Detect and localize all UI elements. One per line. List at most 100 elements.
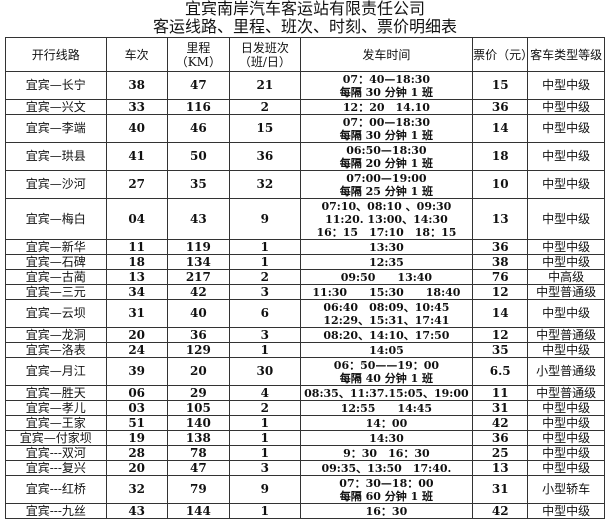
bus-type-cell: 中型普通级	[527, 385, 605, 401]
route-cell: 宜宾---双河	[5, 445, 107, 461]
departure-time-line: 每隔 30 分钟 1 班	[339, 128, 434, 142]
departure-time-cell: 06:50—18:30 每隔 20 分钟 1 班	[299, 142, 474, 171]
route-cell: 宜宾—付家坝	[5, 430, 107, 446]
route-cell: 宜宾—石碑	[5, 254, 107, 270]
distance-cell: 105	[166, 400, 231, 416]
departure-time-cell: 14:30	[299, 430, 474, 446]
table-row: 宜宾---双河 28 78 1 9：30 16：30 25 中型中级	[5, 445, 605, 461]
bus-no-cell: 31	[105, 299, 168, 328]
departure-time-line: 每隔 40 分钟 1 班	[339, 371, 434, 385]
departure-time-line: 07：40—18:30	[342, 72, 431, 86]
departure-time-cell: 12:35	[299, 254, 474, 270]
price-cell: 36	[472, 430, 529, 446]
bus-no-cell: 11	[105, 239, 168, 255]
departure-time-line: 13:30	[369, 240, 404, 254]
daily-trips-cell: 36	[229, 142, 301, 171]
price-cell: 35	[472, 342, 529, 358]
table-row: 宜宾—古蔺 13 217 2 09:50 13:40 76 中高级	[5, 269, 605, 285]
daily-trips-cell: 9	[229, 198, 301, 240]
bus-type-cell: 中型中级	[527, 299, 605, 328]
daily-trips-cell: 1	[229, 430, 301, 446]
distance-cell: 20	[166, 357, 231, 386]
distance-cell: 29	[166, 385, 231, 401]
departure-time-cell: 12：20 14.10	[299, 99, 474, 115]
departure-time-cell: 08:20、14:10、17:50	[299, 327, 474, 343]
departure-time-line: 14:30	[369, 431, 404, 445]
bus-type-cell: 中型中级	[527, 198, 605, 240]
daily-trips-cell: 1	[229, 342, 301, 358]
distance-cell: 116	[166, 99, 231, 115]
header-distance: 里程（KM）	[166, 37, 231, 72]
table-row: 宜宾—云坝 31 40 6 06:40 08:09、10:45 12:29、15:31、1…	[5, 299, 605, 328]
daily-trips-cell: 9	[229, 475, 301, 504]
bus-type-cell: 中型中级	[527, 99, 605, 115]
distance-cell: 140	[166, 415, 231, 431]
route-cell: 宜宾---红桥	[5, 475, 107, 504]
route-cell: 宜宾—兴文	[5, 99, 107, 115]
price-cell: 6.5	[472, 357, 529, 386]
departure-time-cell: 07:10、08:10 、09:30 11:20. 13:00、14:30 16：1…	[299, 198, 474, 240]
price-cell: 31	[472, 400, 529, 416]
distance-cell: 43	[166, 198, 231, 240]
departure-time-cell: 06：50——19：00 每隔 40 分钟 1 班	[299, 357, 474, 386]
price-cell: 38	[472, 254, 529, 270]
route-cell: 宜宾—长宁	[5, 71, 107, 100]
price-cell: 42	[472, 503, 529, 519]
daily-trips-cell: 1	[229, 445, 301, 461]
bus-type-cell: 中型普通级	[527, 284, 605, 300]
table-row: 宜宾—月江 39 20 30 06：50——19：00 每隔 40 分钟 1 班 6.5 小型…	[5, 357, 605, 386]
bus-type-cell: 中型中级	[527, 503, 605, 519]
departure-time-cell: 14：00	[299, 415, 474, 431]
bus-no-cell: 32	[105, 475, 168, 504]
departure-time-line: 09:50 13:40	[340, 270, 433, 284]
departure-time-line: 12:55 14:45	[340, 401, 433, 415]
daily-trips-cell: 2	[229, 400, 301, 416]
bus-type-cell: 中型中级	[527, 400, 605, 416]
daily-trips-cell: 30	[229, 357, 301, 386]
daily-trips-cell: 1	[229, 239, 301, 255]
departure-time-cell: 07:00—19:00 每隔 25 分钟 1 班	[299, 170, 474, 199]
distance-cell: 47	[166, 71, 231, 100]
departure-time-line: 每隔 20 分钟 1 班	[339, 156, 434, 170]
price-cell: 12	[472, 327, 529, 343]
bus-type-cell: 小型普通级	[527, 357, 605, 386]
departure-time-line: 每隔 60 分钟 1 班	[339, 489, 434, 503]
table-row: 宜宾—沙河 27 35 32 07:00—19:00 每隔 25 分钟 1 班 10 中型中级	[5, 170, 605, 199]
bus-no-cell: 38	[105, 71, 168, 100]
departure-time-cell: 06:40 08:09、10:45 12:29、15:31、17:41	[299, 299, 474, 328]
departure-time-line: 12:29、15:31、17:41	[323, 313, 450, 327]
departure-time-cell: 07：40—18:30 每隔 30 分钟 1 班	[299, 71, 474, 100]
table-row: 宜宾—付家坝 19 138 1 14:30 36 中型中级	[5, 430, 605, 446]
distance-cell: 35	[166, 170, 231, 199]
header-price: 票价（元）	[472, 37, 533, 72]
departure-time-cell: 09:50 13:40	[299, 269, 474, 285]
departure-time-cell: 07：00—18:30 每隔 30 分钟 1 班	[299, 114, 474, 143]
route-cell: 宜宾—洛表	[5, 342, 107, 358]
daily-trips-cell: 21	[229, 71, 301, 100]
route-cell: 宜宾—珙县	[5, 142, 107, 171]
bus-no-cell: 13	[105, 269, 168, 285]
price-cell: 13	[472, 198, 529, 240]
route-cell: 宜宾—孝儿	[5, 400, 107, 416]
departure-time-line: 07：30—18：00	[339, 476, 434, 490]
bus-no-cell: 51	[105, 415, 168, 431]
document-title: 宜宾南岸汽车客运站有限责任公司	[184, 0, 425, 18]
price-cell: 14	[472, 114, 529, 143]
departure-time-cell: 9：30 16：30	[299, 445, 474, 461]
price-cell: 31	[472, 475, 529, 504]
departure-time-line: 12：20 14.10	[342, 100, 430, 114]
departure-time-line: 9：30 16：30	[343, 446, 430, 460]
bus-type-cell: 中型中级	[527, 445, 605, 461]
bus-type-cell: 中高级	[527, 269, 605, 285]
bus-type-cell: 中型中级	[527, 114, 605, 143]
daily-trips-cell: 6	[229, 299, 301, 328]
route-cell: 宜宾—梅白	[5, 198, 107, 240]
table-row: 宜宾---九丝 43 144 1 16：30 42 中型中级	[5, 503, 605, 519]
price-cell: 36	[472, 239, 529, 255]
route-cell: 宜宾—云坝	[5, 299, 107, 328]
bus-no-cell: 40	[105, 114, 168, 143]
daily-trips-cell: 32	[229, 170, 301, 199]
table-row: 宜宾—石碑 18 134 1 12:35 38 中型中级	[5, 254, 605, 270]
price-cell: 10	[472, 170, 529, 199]
header-daily-trips: 日发班次（班/日）	[229, 37, 301, 72]
